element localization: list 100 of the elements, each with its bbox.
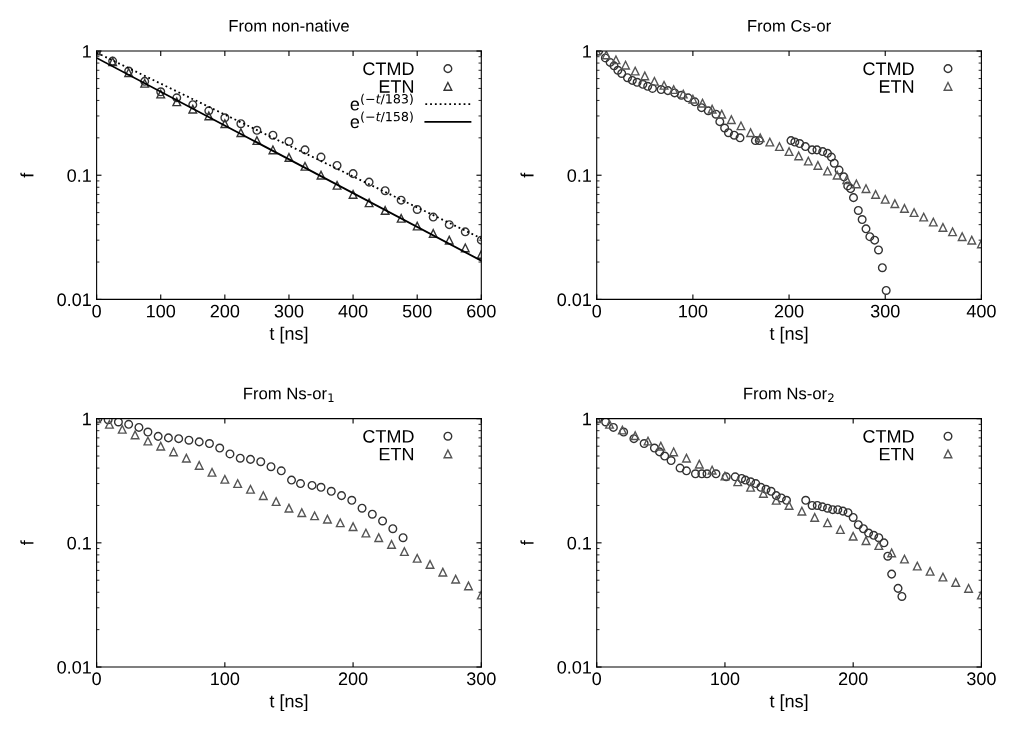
point <box>838 506 848 516</box>
point <box>797 506 807 516</box>
point <box>807 500 817 510</box>
point <box>660 451 670 461</box>
point <box>771 495 781 505</box>
y-axis-title: f <box>520 540 534 546</box>
point <box>438 567 448 577</box>
point <box>865 232 875 242</box>
y-axis-title: f <box>520 172 534 178</box>
point <box>380 205 390 216</box>
point <box>823 518 833 528</box>
point <box>711 469 721 479</box>
point <box>622 73 633 83</box>
point <box>919 212 929 222</box>
x-tick-label: 600 <box>467 304 496 318</box>
point <box>823 503 833 513</box>
x-axis-title: t [ns] <box>269 694 308 712</box>
legend-label: CTMD <box>863 429 914 443</box>
point <box>948 227 958 237</box>
point <box>207 467 217 477</box>
point <box>194 437 204 447</box>
y-tick-label: 0.01 <box>57 660 91 674</box>
point <box>675 463 685 473</box>
point <box>890 199 900 209</box>
point <box>638 79 648 89</box>
point <box>326 486 336 496</box>
point <box>316 170 326 180</box>
point <box>717 109 727 119</box>
point <box>803 156 813 166</box>
point <box>611 55 621 65</box>
point <box>412 221 422 231</box>
point <box>874 541 884 551</box>
point <box>771 491 781 501</box>
y-tick-label: 1 <box>83 412 91 426</box>
point <box>899 554 909 564</box>
point <box>347 495 357 505</box>
x-tick-label: 100 <box>147 304 176 318</box>
point <box>364 177 374 187</box>
point <box>181 453 191 463</box>
point <box>117 424 127 434</box>
point <box>723 128 733 138</box>
point <box>750 136 760 146</box>
point <box>707 465 717 475</box>
point <box>702 469 712 479</box>
point <box>707 104 717 114</box>
point <box>736 121 746 131</box>
point <box>873 245 884 255</box>
point <box>951 577 961 587</box>
point <box>617 68 627 78</box>
y-tick-label: 1 <box>583 45 591 58</box>
legend-label: ETN <box>879 80 914 93</box>
point <box>829 158 839 168</box>
point <box>284 503 294 513</box>
point <box>649 443 659 453</box>
point <box>220 119 230 129</box>
point <box>729 130 739 140</box>
x-axis-title: t [ns] <box>269 326 308 344</box>
point <box>938 222 948 232</box>
point <box>266 462 276 472</box>
point <box>655 447 665 457</box>
point <box>694 459 704 469</box>
point <box>425 559 435 569</box>
point <box>233 479 243 489</box>
point <box>215 443 225 453</box>
point <box>245 454 256 464</box>
x-tick-label: 0 <box>92 672 101 686</box>
point <box>870 235 880 245</box>
point <box>818 147 828 157</box>
x-tick-label: 300 <box>967 672 996 686</box>
point <box>428 212 438 222</box>
point <box>869 530 879 540</box>
point <box>124 419 134 429</box>
x-tick-label: 0 <box>592 304 602 318</box>
point <box>153 431 163 441</box>
point <box>335 518 345 528</box>
point <box>337 491 347 501</box>
chart-title: From Ns-or$_{2}$ <box>744 387 834 402</box>
point <box>887 569 897 579</box>
point <box>912 561 922 571</box>
point <box>444 235 454 245</box>
point <box>853 520 863 530</box>
point <box>332 180 342 190</box>
point <box>879 538 889 548</box>
point <box>134 422 144 432</box>
point <box>669 84 679 95</box>
point <box>681 466 691 476</box>
point <box>169 447 179 457</box>
point <box>833 505 843 515</box>
point <box>643 436 653 446</box>
point <box>174 434 184 444</box>
point <box>659 80 669 90</box>
point <box>398 533 408 543</box>
point <box>643 81 653 91</box>
point <box>928 217 938 227</box>
point <box>460 243 470 253</box>
point <box>690 469 700 479</box>
point <box>967 235 977 245</box>
legend-label: e$^{(−t/183)}$ <box>350 93 413 111</box>
y-tick-label: 0.01 <box>557 660 591 674</box>
point <box>204 439 214 449</box>
